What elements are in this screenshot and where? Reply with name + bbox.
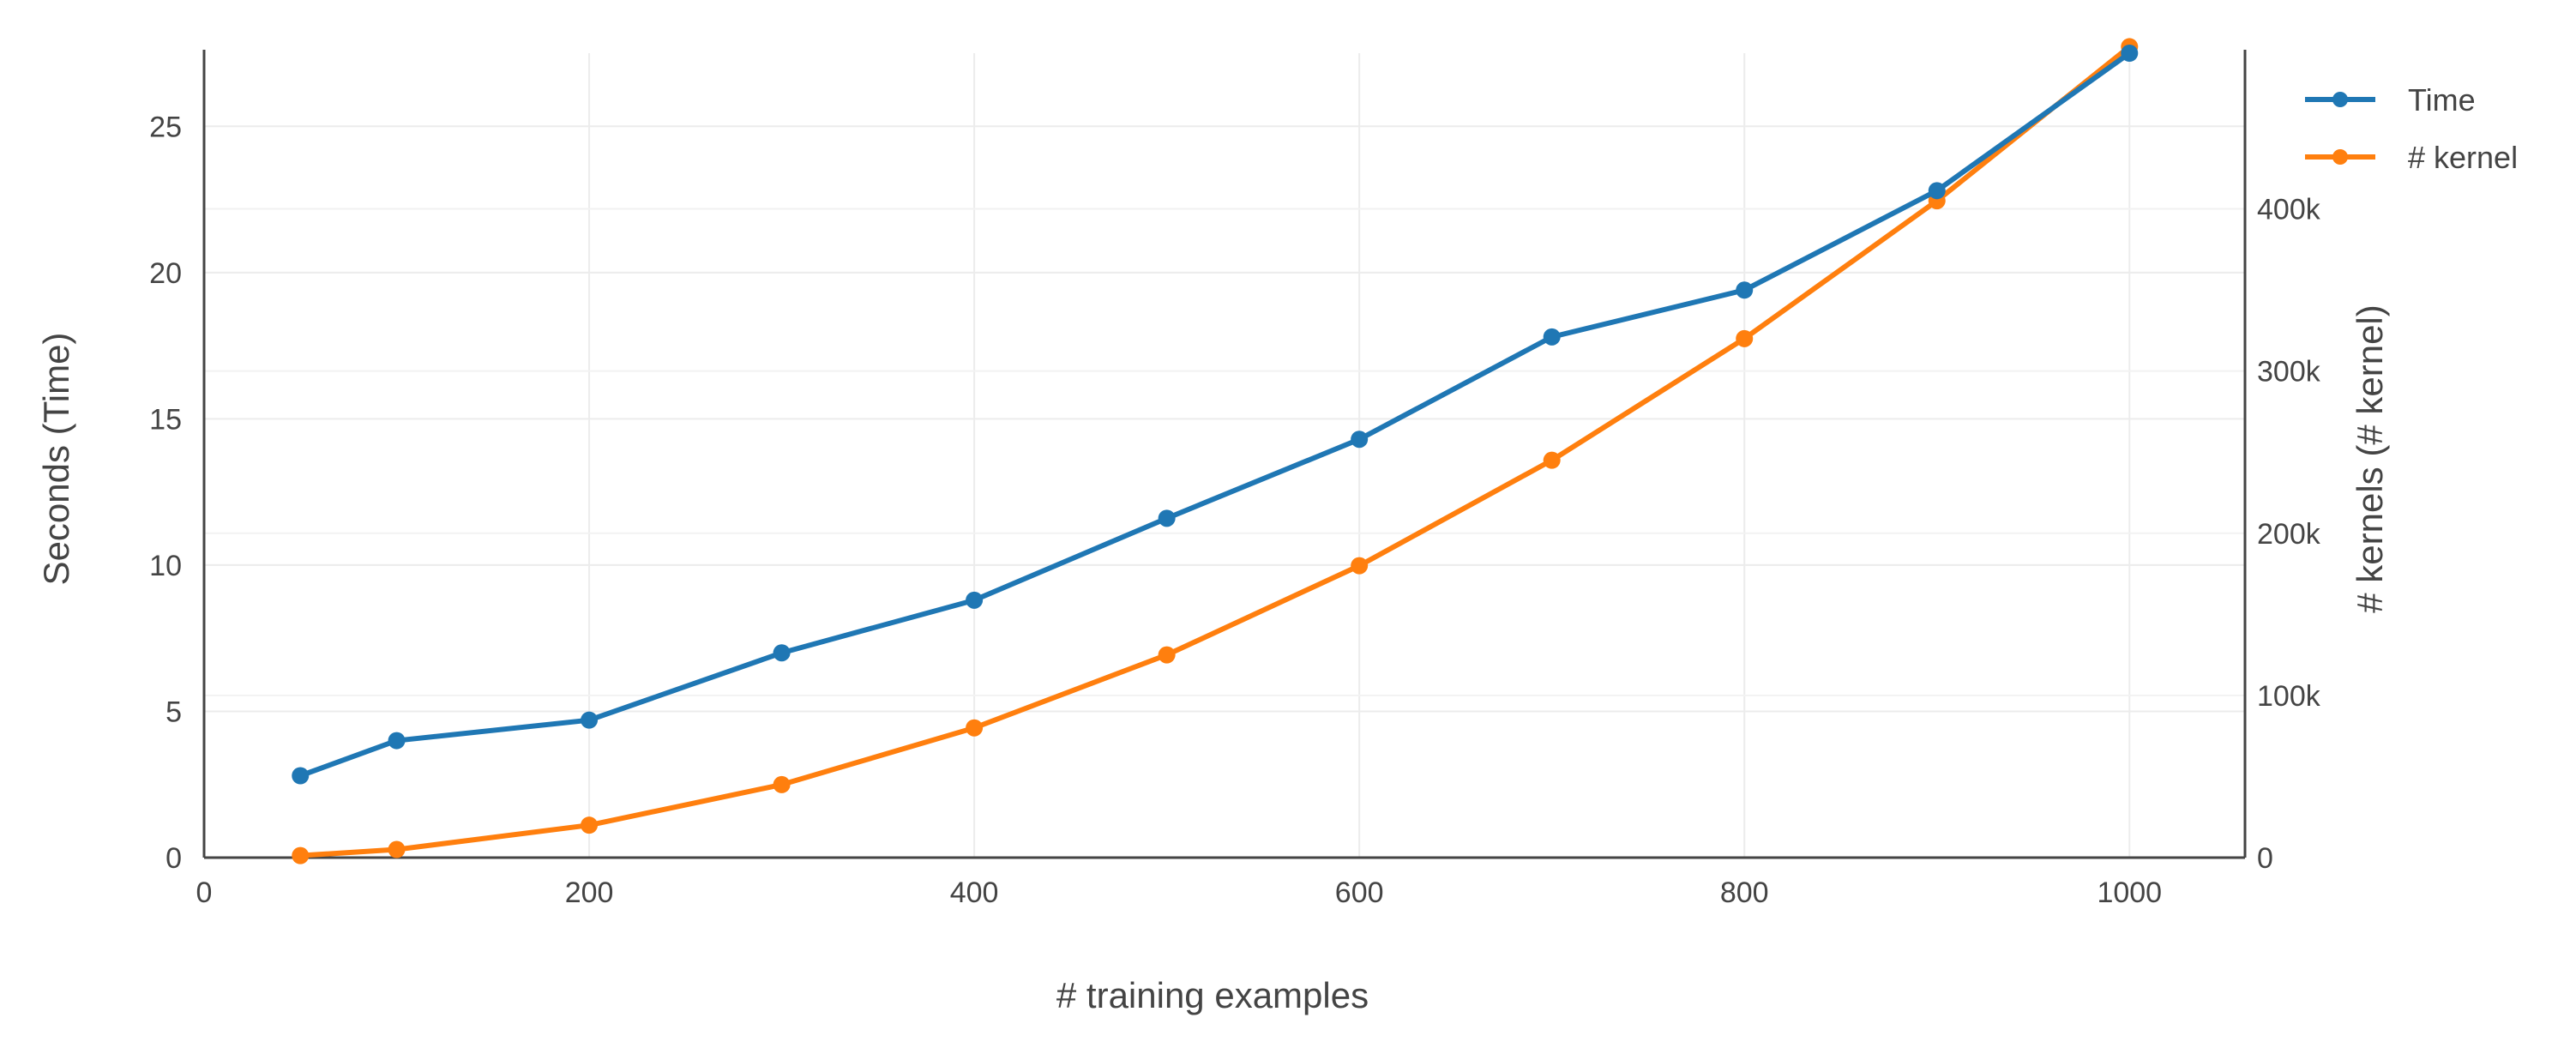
series-layer: [292, 38, 2139, 864]
x-tick-label: 0: [196, 876, 213, 909]
y-left-tick-label: 5: [166, 696, 182, 728]
y-left-tick-label: 25: [149, 111, 182, 143]
y-left-tick-label: 0: [166, 842, 182, 875]
data-point-kernel[interactable]: [966, 719, 984, 737]
data-point-time[interactable]: [1351, 431, 1369, 449]
data-point-time[interactable]: [1928, 182, 1946, 200]
y-left-tick-label: 15: [149, 403, 182, 436]
data-point-kernel[interactable]: [1158, 646, 1176, 664]
legend-label-time: Time: [2408, 82, 2476, 117]
data-point-time[interactable]: [2121, 45, 2139, 62]
series-kernel: [292, 38, 2139, 864]
series-line-time: [299, 51, 2132, 779]
data-point-time[interactable]: [773, 644, 791, 662]
legend-item-time[interactable]: Time: [2305, 82, 2476, 117]
y-axis-right-title: # kernels (# kernel): [2350, 304, 2390, 612]
x-tick-label: 800: [1720, 876, 1769, 909]
data-point-time[interactable]: [581, 711, 599, 729]
grid-lines: [204, 53, 2245, 858]
series-time: [292, 45, 2139, 785]
legend-marker-kernel: [2332, 149, 2348, 165]
data-point-kernel[interactable]: [1351, 557, 1369, 575]
y-right-tick-label: 0: [2257, 842, 2273, 875]
data-point-kernel[interactable]: [1543, 451, 1561, 469]
x-tick-label: 600: [1335, 876, 1384, 909]
legend-marker-time: [2332, 92, 2348, 107]
data-point-kernel[interactable]: [773, 775, 791, 793]
y-left-tick-label: 10: [149, 550, 182, 582]
legend-item-kernel[interactable]: # kernel: [2305, 140, 2518, 175]
y-right-tick-label: 100k: [2257, 680, 2321, 713]
data-point-kernel[interactable]: [1736, 329, 1754, 347]
y-right-tick-label: 200k: [2257, 518, 2321, 551]
tick-labels: 0 200 400 600 800 1000 0 5 10 15 20 25 0 100k 200k 300k…: [149, 111, 2321, 909]
x-axis-title: # training examples: [1056, 975, 1369, 1015]
data-point-time[interactable]: [1158, 509, 1176, 527]
data-point-time[interactable]: [966, 591, 984, 609]
data-point-kernel[interactable]: [292, 846, 310, 864]
x-tick-label: 400: [950, 876, 999, 909]
data-point-time[interactable]: [1543, 328, 1561, 346]
axes: [202, 50, 2247, 859]
x-tick-label: 1000: [2097, 876, 2162, 909]
y-axis-left-title: Seconds (Time): [36, 333, 76, 586]
x-tick-label: 200: [565, 876, 614, 909]
legend-label-kernel: # kernel: [2408, 140, 2518, 175]
data-point-kernel[interactable]: [388, 840, 406, 858]
y-right-tick-label: 300k: [2257, 356, 2321, 388]
y-right-tick-label: 400k: [2257, 194, 2321, 226]
data-point-time[interactable]: [292, 767, 310, 785]
data-point-kernel[interactable]: [581, 816, 599, 834]
series-line-kernel: [300, 45, 2132, 858]
data-point-time[interactable]: [1736, 281, 1754, 299]
legend: Time # kernel: [2305, 82, 2518, 175]
data-point-time[interactable]: [388, 732, 406, 750]
y-left-tick-label: 20: [149, 257, 182, 290]
